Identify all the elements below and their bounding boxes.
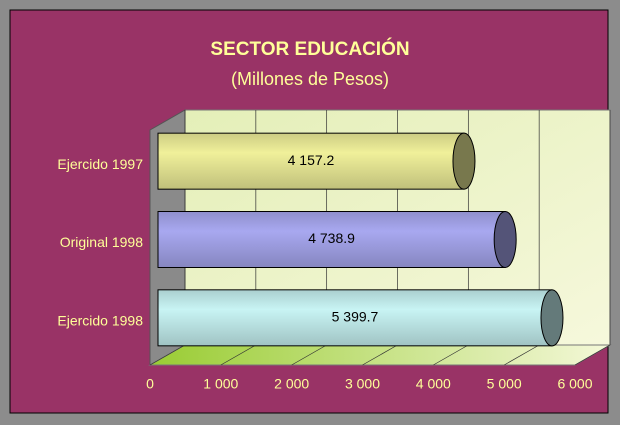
floor-grid-line [362, 344, 398, 366]
chart-subtitle: (Millones de Pesos) [231, 69, 389, 89]
floor-grid-line [220, 344, 257, 366]
x-tick-label: 1 000 [203, 376, 238, 392]
value-label: 5 399.7 [332, 309, 379, 325]
x-tick-label: 2 000 [274, 376, 309, 392]
bar-cap [540, 289, 564, 347]
floor-grid-line [433, 344, 469, 366]
bar-cap [452, 132, 476, 190]
value-label: 4 157.2 [288, 152, 335, 168]
chart-title: SECTOR EDUCACIÓN [210, 38, 409, 60]
bar [157, 132, 465, 190]
y-tick-label: Original 1998 [60, 234, 143, 250]
value-label: 4 738.9 [308, 230, 355, 246]
floor-grid-line [291, 344, 327, 366]
y-tick-label: Ejercido 1997 [57, 156, 143, 172]
y-tick-label: Ejercido 1998 [57, 313, 143, 329]
floor-grid-line [574, 344, 611, 366]
x-tick-label: 4 000 [416, 376, 451, 392]
x-tick-label: 6 000 [557, 376, 592, 392]
floor-grid-line [149, 344, 186, 366]
bar-cap [493, 211, 517, 268]
x-tick-label: 5 000 [487, 376, 522, 392]
x-tick-label: 0 [146, 376, 154, 392]
x-tick-label: 3 000 [345, 376, 380, 392]
bar [157, 289, 553, 347]
bar [157, 211, 506, 268]
floor-grid-line [503, 344, 540, 366]
